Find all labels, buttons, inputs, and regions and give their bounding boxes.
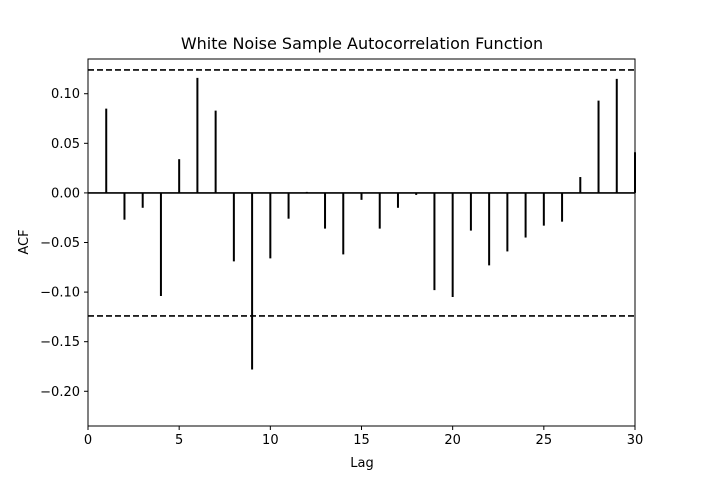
y-tick-label: 0.05 — [51, 137, 80, 152]
y-axis-label: ACF — [17, 229, 32, 254]
x-tick-label: 5 — [175, 433, 183, 448]
y-tick-label: −0.20 — [40, 385, 80, 400]
x-tick-label: 0 — [84, 433, 92, 448]
y-tick-label: −0.10 — [40, 286, 80, 301]
x-tick-label: 30 — [627, 433, 644, 448]
y-tick-label: 0.00 — [51, 186, 80, 201]
x-tick-label: 10 — [262, 433, 279, 448]
y-tick-label: −0.05 — [40, 236, 80, 251]
y-tick-label: −0.15 — [40, 335, 80, 350]
axes-ticks: 0 5 10 15 20 25 30 −0.20 −0.15 −0.10 −0.05 0.00 0.05… — [40, 87, 643, 448]
x-tick-label: 25 — [536, 433, 553, 448]
x-tick-label: 20 — [444, 433, 461, 448]
x-axis-label: Lag — [350, 456, 373, 471]
x-tick-label: 15 — [353, 433, 370, 448]
chart-title: White Noise Sample Autocorrelation Funct… — [181, 34, 543, 53]
y-tick-label: 0.10 — [51, 87, 80, 102]
plot-area — [87, 58, 636, 427]
axes-frame — [87, 58, 636, 427]
